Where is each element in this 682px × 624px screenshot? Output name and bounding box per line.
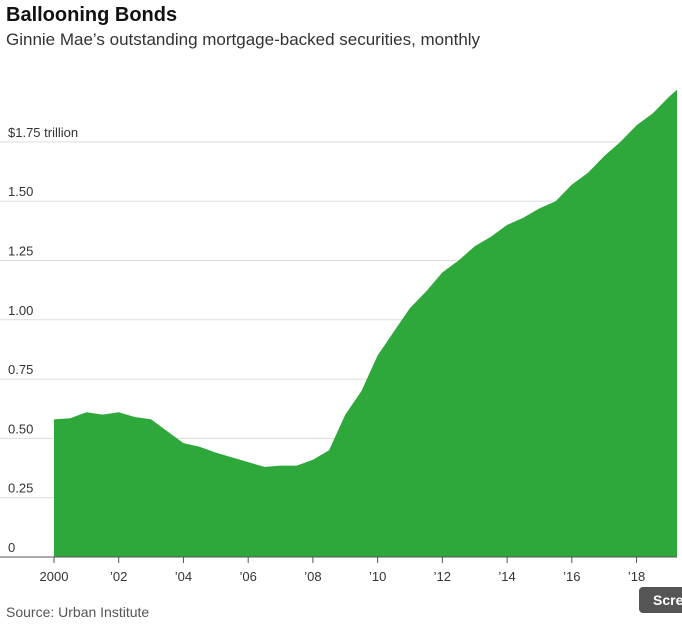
x-tick-label: ’14 [498,569,515,584]
x-tick-label: ’04 [175,569,192,584]
area [54,89,677,557]
y-tick-label: 0 [8,540,15,555]
chart-subtitle: Ginnie Mae’s outstanding mortgage-backed… [6,30,481,49]
x-tick-label: ’02 [110,569,127,584]
y-tick-label: 0.25 [8,481,33,496]
chart-title: Ballooning Bonds [6,4,177,26]
y-tick-label: 0.75 [8,362,33,377]
y-tick-label: 0.50 [8,421,33,436]
y-tick-label: $1.75 trillion [8,125,78,140]
y-tick-label: 1.25 [8,244,33,259]
x-tick-label: 2000 [40,569,69,584]
source: Source: Urban Institute [6,604,149,620]
x-tick-label: ’10 [369,569,386,584]
x-tick-label: ’18 [628,569,645,584]
screenshot-button[interactable]: Scre [639,587,682,613]
y-tick-label: 1.00 [8,303,33,318]
x-tick-label: ’16 [563,569,580,584]
x-tick-label: ’08 [304,569,321,584]
x-tick-label: ’12 [434,569,451,584]
x-tick-label: ’06 [240,569,257,584]
y-tick-label: 1.50 [8,184,33,199]
